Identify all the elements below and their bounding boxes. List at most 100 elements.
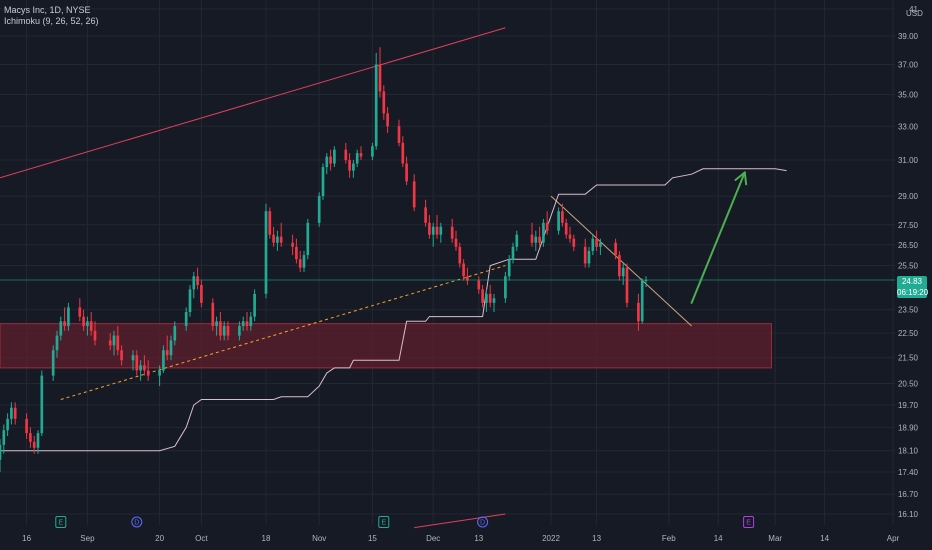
event-marker[interactable]: E (378, 516, 390, 528)
candle (93, 321, 97, 346)
time-axis-label: Oct (195, 534, 208, 543)
event-marker-label: D (480, 520, 485, 527)
candle-body (211, 302, 215, 327)
candle (401, 136, 405, 168)
candle-body (2, 430, 6, 445)
candle-body (131, 355, 135, 361)
symbol-title[interactable]: Macys Inc, 1D, NYSE (4, 5, 91, 15)
price-axis-label: 23.50 (898, 306, 919, 315)
price-axis-label: 16.10 (898, 510, 919, 519)
candle (131, 350, 135, 371)
candle (226, 321, 230, 341)
indicator-title[interactable]: Ichimoku (9, 26, 52, 26) (4, 16, 99, 26)
candle (139, 360, 142, 381)
candle-body (67, 307, 70, 327)
candle (352, 160, 355, 178)
candle (568, 226, 572, 243)
time-axis[interactable]: 16 Sep 20 Oct 18 Nov 15 Dec 13 2022 13 Feb 14 Mar 14 Ap… (22, 534, 899, 543)
candle (253, 289, 256, 322)
candle-body (36, 433, 40, 448)
candle (120, 345, 123, 366)
candle (295, 238, 298, 264)
candle-body (462, 263, 465, 277)
candle-body (530, 234, 534, 243)
candle-body (89, 321, 93, 331)
candle-body (492, 298, 496, 303)
projection-arrow-head (734, 171, 748, 186)
candle (504, 271, 507, 303)
candle (108, 333, 112, 351)
candle (511, 242, 515, 264)
candle (587, 246, 591, 268)
time-axis-label: Mar (768, 534, 782, 543)
price-axis-label: 26.50 (898, 241, 919, 250)
candle-body (507, 259, 511, 277)
candle (10, 402, 13, 425)
candle (595, 230, 598, 251)
candle (515, 230, 519, 251)
currency-label[interactable]: USD (906, 9, 923, 18)
candle-body (165, 350, 169, 356)
candle (222, 321, 226, 341)
candle (158, 365, 161, 387)
candle (200, 280, 203, 308)
candle (386, 106, 389, 133)
event-marker[interactable]: D (131, 516, 143, 528)
event-marker[interactable]: E (55, 516, 67, 528)
candle-body (355, 153, 359, 164)
candle-body (63, 321, 66, 327)
candle-body (317, 196, 321, 223)
event-marker[interactable]: E (743, 516, 755, 528)
candle (450, 218, 454, 243)
candle (355, 149, 359, 168)
candle-body (435, 226, 439, 235)
time-axis-label: 15 (368, 534, 377, 543)
time-axis-label: Dec (426, 534, 440, 543)
candle (591, 234, 595, 256)
event-marker-label: E (58, 520, 63, 527)
candle-body (82, 316, 85, 327)
candle-body (135, 355, 139, 371)
candle-body (40, 375, 44, 434)
time-axis-label: 18 (262, 534, 271, 543)
candle-body (637, 302, 640, 322)
candle (51, 345, 55, 381)
time-axis-label: Sep (80, 534, 95, 543)
time-axis-label: Apr (887, 534, 900, 543)
candle (59, 316, 63, 341)
candle-body (219, 321, 222, 336)
candle (466, 267, 469, 285)
candle (561, 203, 564, 227)
candle-body (481, 289, 484, 303)
time-axis-label: 14 (714, 534, 723, 543)
candle (462, 259, 465, 281)
event-marker[interactable]: D (477, 516, 489, 528)
chart-grid (0, 0, 895, 525)
candle-body (173, 326, 177, 341)
candle (268, 207, 272, 239)
candle-body (458, 246, 462, 264)
candle (40, 370, 44, 437)
candle-body (32, 441, 36, 448)
candle (291, 234, 294, 256)
candle-body (6, 418, 9, 431)
candle (215, 316, 218, 336)
candle (325, 153, 329, 175)
candle (333, 146, 336, 168)
candle-body (511, 246, 515, 260)
candle-body (477, 280, 481, 290)
candle (557, 207, 560, 235)
candle (272, 226, 275, 247)
candle (321, 163, 325, 200)
candle-body (515, 234, 519, 247)
candle-body (291, 242, 294, 247)
chart-legend: Macys Inc, 1D, NYSE Ichimoku (9, 26, 52,… (4, 5, 99, 27)
candle-body (466, 276, 469, 281)
price-axis[interactable]: 16.10 16.70 17.40 18.10 18.90 19.70 20.50 21.50… (898, 5, 919, 519)
candle-body (264, 211, 268, 294)
candle-body (587, 250, 591, 264)
candle (405, 156, 408, 186)
candle-body (568, 234, 572, 239)
